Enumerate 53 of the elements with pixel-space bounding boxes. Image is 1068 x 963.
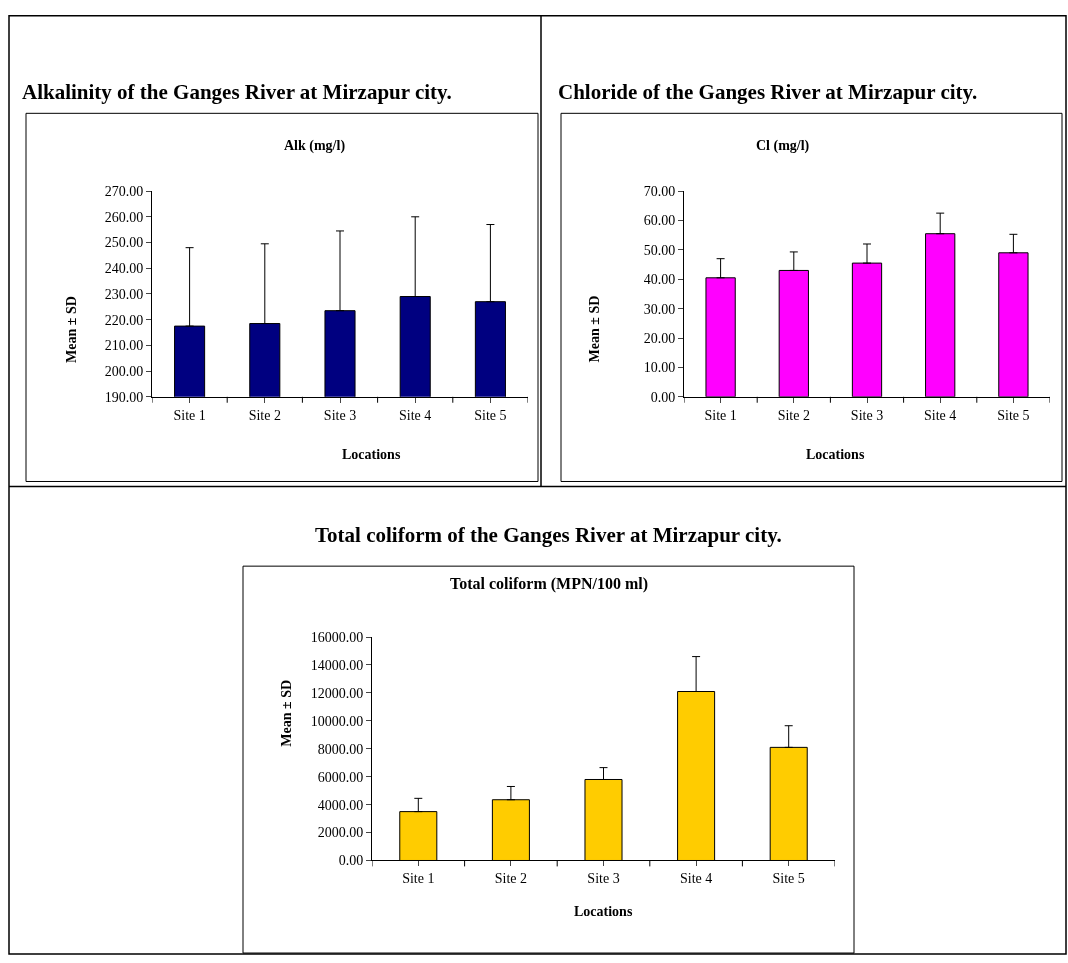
chart-subtitle: Cl (mg/l) [756, 138, 810, 154]
y-tick-label: 210.00 [104, 338, 144, 354]
chart-subtitle: Total coliform (MPN/100 ml) [450, 575, 649, 593]
x-axis-title: Locations [342, 447, 401, 462]
y-tick-label: 50.00 [643, 242, 676, 258]
y-axis-title: Mean ± SD [586, 295, 602, 363]
y-tick-label: 16000.00 [310, 629, 364, 645]
x-tick-label: Site 5 [997, 407, 1030, 423]
y-tick-label: 220.00 [104, 312, 144, 328]
x-tick-label: Site 2 [777, 407, 810, 423]
y-tick-label: 2000.00 [317, 825, 364, 841]
y-tick-label: 60.00 [643, 213, 676, 229]
y-tick-label: 0.00 [650, 389, 676, 405]
x-tick-label: Site 4 [399, 407, 432, 423]
y-tick-label: 0.00 [338, 853, 364, 869]
y-tick-label: 10.00 [643, 360, 676, 376]
x-tick-label: Site 5 [474, 407, 507, 423]
x-tick-label: Site 1 [173, 407, 206, 423]
y-tick-label: 260.00 [104, 209, 144, 225]
chart-title: Alkalinity of the Ganges River at Mirzapur city. [22, 80, 452, 104]
x-tick-label: Site 2 [248, 407, 281, 423]
y-tick-label: 270.00 [104, 183, 144, 199]
x-tick-label: Site 4 [924, 407, 957, 423]
chart-subtitle: Alk (mg/l) [284, 138, 346, 154]
y-tick-label: 190.00 [104, 389, 144, 405]
y-tick-label: 230.00 [104, 286, 144, 302]
x-tick-label: Site 1 [402, 871, 435, 887]
x-tick-label: Site 3 [850, 407, 884, 423]
x-tick-label: Site 3 [587, 871, 620, 887]
x-tick-label: Site 1 [704, 407, 737, 423]
y-tick-label: 4000.00 [317, 797, 364, 813]
y-tick-label: 240.00 [104, 261, 144, 277]
y-tick-label: 8000.00 [317, 741, 364, 757]
x-tick-label: Site 3 [323, 407, 357, 423]
x-axis-title: Locations [574, 904, 633, 919]
y-tick-label: 14000.00 [310, 657, 364, 673]
x-tick-label: Site 5 [772, 871, 805, 887]
x-tick-label: Site 2 [494, 871, 528, 887]
x-axis-title: Locations [806, 447, 865, 462]
y-tick-label: 250.00 [104, 235, 144, 251]
chart-title: Chloride of the Ganges River at Mirzapur city. [558, 80, 978, 104]
y-tick-label: 12000.00 [310, 685, 364, 701]
y-tick-label: 70.00 [643, 183, 676, 199]
y-axis-title: Mean ± SD [64, 296, 80, 363]
x-tick-label: Site 4 [679, 871, 713, 887]
y-tick-label: 20.00 [643, 330, 676, 346]
y-tick-label: 30.00 [643, 301, 676, 317]
chart-title: Total coliform of the Ganges River at Mirzapur city. [315, 523, 782, 547]
y-tick-label: 6000.00 [317, 769, 364, 785]
y-tick-label: 10000.00 [310, 713, 364, 729]
y-tick-label: 40.00 [643, 272, 676, 288]
y-tick-label: 200.00 [104, 364, 144, 380]
y-axis-title: Mean ± SD [279, 679, 295, 747]
